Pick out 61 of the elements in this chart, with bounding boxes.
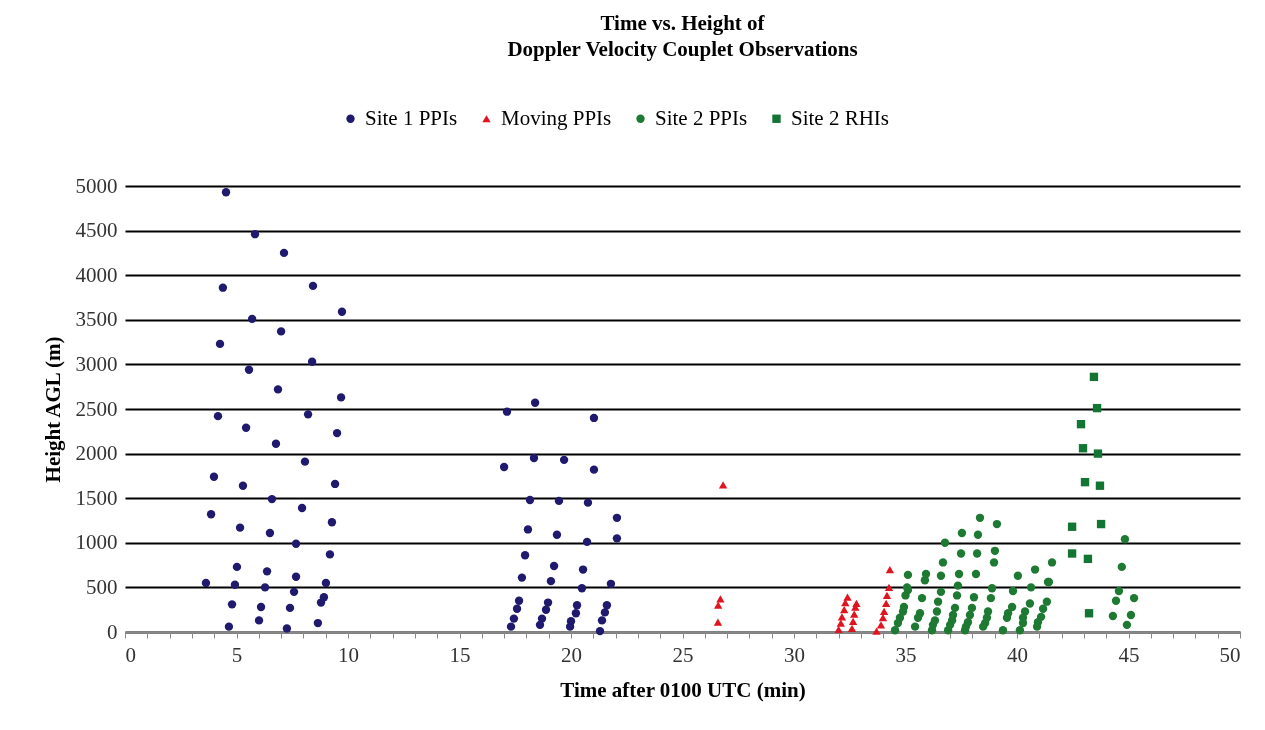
y-tick-label: 4500: [75, 218, 118, 243]
point: [718, 481, 728, 489]
point: [872, 627, 881, 635]
point: [1080, 477, 1090, 487]
point: [850, 610, 859, 618]
y-tick-label: 1000: [75, 530, 118, 555]
point: [714, 601, 723, 609]
y-tick-label: 5000: [75, 173, 118, 198]
point: [1078, 444, 1088, 453]
x-axis-title: Time after 0100 UTC (min): [560, 677, 806, 702]
point: [1067, 522, 1077, 531]
y-tick-label: 2000: [75, 441, 118, 466]
point: [843, 593, 852, 601]
point: [879, 607, 889, 616]
point: [1095, 481, 1105, 490]
y-tick-label: 1500: [75, 485, 118, 510]
x-tick-label: 15: [449, 642, 471, 667]
point: [713, 618, 723, 626]
legend-label: Moving PPIs: [501, 105, 612, 130]
x-tick-label: 40: [1007, 642, 1028, 667]
point: [1076, 419, 1086, 429]
y-tick-label: 2500: [75, 396, 118, 421]
point: [836, 619, 846, 627]
legend-label: Site 1 PPIs: [365, 105, 458, 130]
x-tick-label: 25: [672, 642, 694, 667]
point: [1083, 554, 1093, 564]
legend-label: Site 2 PPIs: [655, 105, 748, 130]
x-tick-label: 50: [1219, 642, 1241, 667]
point: [852, 599, 861, 608]
legend-label: Site 2 RHIs: [791, 105, 890, 130]
point: [885, 565, 895, 574]
y-tick-label: 3500: [75, 307, 118, 332]
point: [1092, 403, 1102, 413]
y-tick-label: 0: [107, 619, 118, 644]
x-tick-label: 30: [784, 642, 805, 667]
point: [839, 606, 849, 614]
point: [881, 599, 891, 608]
point: [848, 617, 858, 625]
x-tick-label: 35: [895, 642, 917, 667]
point: [716, 595, 725, 603]
y-tick-label: 4000: [75, 262, 118, 287]
y-tick-label: 500: [86, 574, 118, 599]
y-axis-title: Height AGL (m): [40, 336, 65, 483]
point: [884, 583, 894, 592]
x-tick-label: 5: [231, 642, 243, 667]
point: [1089, 372, 1099, 382]
x-tick-label: 0: [125, 642, 136, 667]
y-tick-label: 3000: [75, 351, 118, 376]
point: [1084, 609, 1094, 618]
chart-title: Time vs. Height of Doppler Velocity Couplet Observations: [507, 11, 858, 61]
x-tick-label: 20: [561, 642, 582, 667]
x-tick-label: 10: [338, 642, 359, 667]
x-tick-label: 45: [1118, 642, 1140, 667]
point: [837, 613, 847, 621]
point: [834, 625, 843, 633]
point: [1096, 519, 1106, 529]
point: [878, 614, 888, 622]
point: [882, 591, 892, 600]
point: [1093, 449, 1103, 458]
point: [1067, 549, 1077, 558]
point: [847, 624, 857, 633]
